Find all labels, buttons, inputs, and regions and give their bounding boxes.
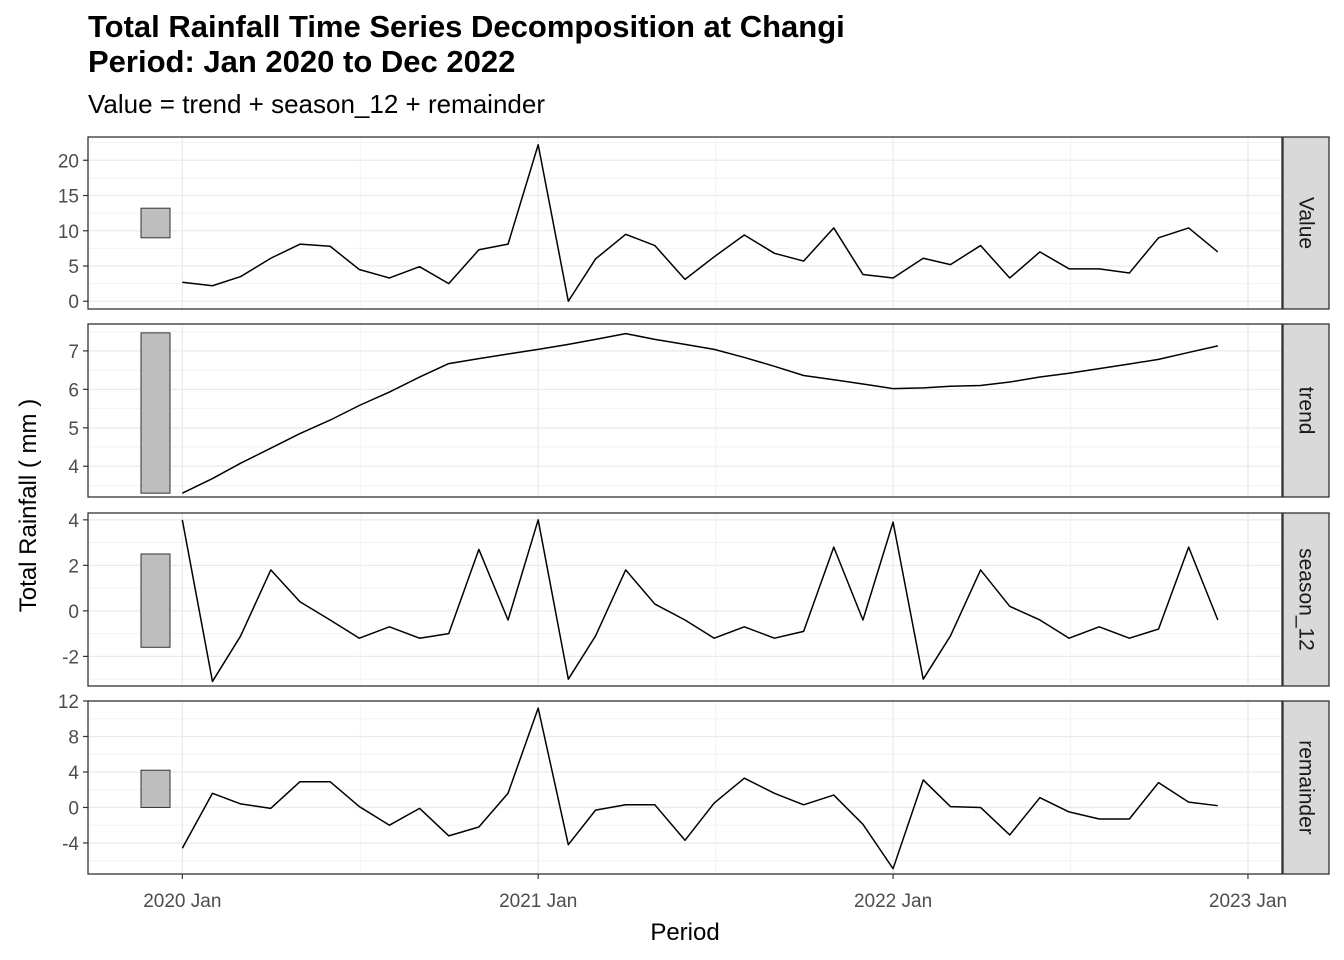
y-tick-label: 8 bbox=[68, 727, 79, 748]
y-tick-label: 2 bbox=[68, 556, 79, 577]
y-tick-label: 12 bbox=[58, 692, 79, 713]
y-tick-label: 15 bbox=[58, 187, 79, 208]
x-tick-label: 2023 Jan bbox=[1209, 891, 1287, 912]
facet-strip-trend bbox=[1282, 323, 1330, 498]
x-axis-title: Period bbox=[650, 919, 719, 946]
x-tick-label: 2022 Jan bbox=[854, 891, 932, 912]
series-line-trend bbox=[181, 332, 1218, 494]
y-tick-label: 7 bbox=[68, 342, 79, 363]
scale-bar-remainder bbox=[140, 769, 171, 808]
facet-label-trend: trend bbox=[1295, 387, 1318, 435]
facet-strip-remainder bbox=[1282, 700, 1330, 875]
y-tick-label: 0 bbox=[68, 798, 79, 819]
y-tick-label: 20 bbox=[58, 151, 79, 172]
chart-title-line1: Total Rainfall Time Series Decomposition… bbox=[88, 9, 845, 44]
y-tick-label: 10 bbox=[58, 222, 79, 243]
facet-label-season-12: season_12 bbox=[1295, 548, 1318, 651]
facet-strip-season-12 bbox=[1282, 512, 1330, 687]
series-line-value bbox=[182, 144, 1219, 302]
panel-border-value bbox=[87, 136, 1283, 310]
y-tick-label: 4 bbox=[68, 763, 79, 784]
scale-bar-season-12 bbox=[140, 553, 171, 648]
y-tick-label: -4 bbox=[62, 834, 79, 855]
x-tick-label: 2021 Jan bbox=[499, 891, 577, 912]
chart-title-line2: Period: Jan 2020 to Dec 2022 bbox=[88, 44, 516, 79]
panel-background-season-12 bbox=[88, 513, 1282, 686]
panel-border-season-12 bbox=[87, 512, 1283, 687]
chart-subtitle: Value = trend + season_12 + remainder bbox=[88, 89, 545, 119]
x-tick-label: 2020 Jan bbox=[143, 891, 221, 912]
scale-bar-value bbox=[140, 207, 171, 239]
facet-label-remainder: remainder bbox=[1295, 740, 1318, 835]
facet-label-value: Value bbox=[1295, 197, 1318, 249]
scale-bar-trend bbox=[140, 332, 171, 494]
y-tick-label: -2 bbox=[62, 647, 79, 668]
panel-border-trend bbox=[87, 323, 1283, 498]
series-line-season-12 bbox=[181, 519, 1219, 683]
y-axis-title: Total Rainfall ( mm ) bbox=[15, 399, 42, 612]
series-line-remainder bbox=[181, 707, 1218, 870]
panel-background-value bbox=[88, 137, 1282, 309]
panel-background-trend bbox=[88, 324, 1282, 497]
panel-border-remainder bbox=[87, 700, 1283, 875]
y-tick-label: 4 bbox=[68, 511, 79, 532]
y-tick-label: 0 bbox=[68, 602, 79, 623]
y-tick-label: 6 bbox=[68, 380, 79, 401]
y-tick-label: 5 bbox=[68, 257, 79, 278]
y-tick-label: 5 bbox=[68, 419, 79, 440]
y-tick-label: 0 bbox=[68, 292, 79, 313]
y-tick-label: 4 bbox=[68, 457, 79, 478]
facet-strip-value bbox=[1282, 136, 1330, 310]
panel-background-remainder bbox=[88, 701, 1282, 874]
